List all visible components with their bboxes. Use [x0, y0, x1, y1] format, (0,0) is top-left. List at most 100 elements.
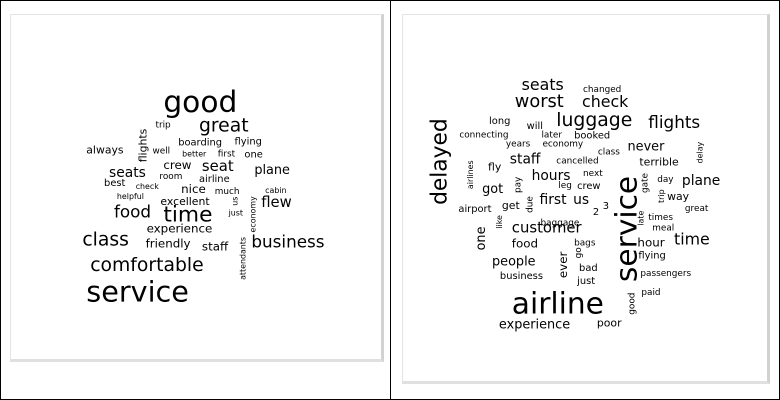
cloud-word: delayed: [428, 118, 453, 205]
cloud-word: baggage: [540, 219, 579, 229]
cloud-word: long: [489, 116, 510, 127]
cloud-word: trip: [155, 121, 171, 131]
cloud-word: terrible: [639, 155, 679, 168]
cloud-word: leg: [558, 181, 572, 191]
cloud-word: delay: [696, 141, 705, 163]
cloud-word: crew: [577, 181, 600, 192]
cloud-word: bags: [574, 238, 596, 248]
cloud-word: excellent: [160, 195, 209, 208]
cloud-word: will: [527, 121, 543, 132]
cloud-word: airline: [199, 174, 230, 185]
cloud-word: hours: [532, 168, 571, 184]
cloud-word: one: [474, 226, 489, 250]
cloud-word: like: [495, 215, 504, 229]
cloud-word: flew: [261, 194, 292, 211]
cloud-word: 2: [593, 207, 599, 218]
word-cloud-negative-svg: airline service delayed luggage worst ch…: [428, 75, 721, 333]
cloud-word: later: [541, 131, 562, 141]
cloud-word: poor: [597, 317, 622, 330]
cloud-word: plane: [682, 173, 720, 189]
cloud-word: airlines: [466, 160, 475, 189]
cloud-word: got: [482, 182, 503, 197]
cloud-word: pay: [514, 177, 524, 193]
cloud-word: economy: [542, 140, 583, 150]
cloud-word: cancelled: [556, 156, 598, 166]
word-cloud-positive-svg: good great service comfortable class bus…: [82, 84, 324, 309]
cloud-word: passengers: [640, 269, 691, 279]
cloud-word: nice: [181, 182, 206, 196]
cloud-word: just: [576, 276, 595, 287]
cloud-word: well: [153, 146, 171, 156]
cloud-word: staff: [510, 151, 541, 167]
cloud-word: go: [574, 247, 584, 258]
cloud-word: flights: [137, 128, 150, 162]
cloud-word: connecting: [459, 131, 508, 141]
cloud-word: time: [674, 229, 710, 248]
cloud-word: us: [573, 192, 589, 208]
cloud-word: plane: [254, 163, 290, 178]
cloud-word: economy: [248, 196, 257, 233]
cloud-word: staff: [202, 239, 229, 253]
cloud-word: comfortable: [90, 255, 203, 276]
cloud-word: flying: [235, 136, 262, 147]
cloud-word: helpful: [117, 192, 144, 201]
cloud-word: much: [215, 187, 240, 197]
cloud-word: 3: [603, 201, 609, 212]
cloud-word: due: [526, 196, 536, 213]
cloud-word: airline: [512, 286, 604, 321]
cloud-word: food: [512, 236, 538, 250]
cloud-word: customer: [512, 220, 583, 237]
cloud-word: seat: [202, 158, 234, 175]
cloud-word: get: [502, 199, 520, 212]
cloud-word: hour: [637, 235, 664, 249]
cloud-word: attendants: [238, 237, 247, 280]
cloud-word: experience: [499, 318, 570, 333]
cloud-word: just: [228, 209, 243, 218]
cloud-word: next: [583, 169, 603, 179]
cloud-word: meal: [652, 224, 674, 234]
cloud-word: paid: [641, 288, 660, 298]
cloud-word: ever: [556, 252, 570, 279]
cloud-word: gate: [640, 173, 650, 193]
cloud-word: seats: [522, 75, 564, 94]
cloud-word: business: [251, 231, 324, 251]
cloud-word: good: [627, 293, 637, 315]
cloud-word: bad: [579, 263, 598, 274]
cloud-word: class: [82, 229, 129, 250]
cloud-word: check: [136, 182, 160, 191]
cloud-word: service: [608, 176, 643, 282]
cloud-word: flights: [648, 112, 700, 132]
cloud-word: booked: [574, 131, 610, 142]
cloud-word: times: [648, 213, 673, 223]
cloud-word: first: [540, 192, 568, 208]
cloud-word: years: [506, 140, 531, 150]
cloud-word: way: [667, 190, 690, 203]
cloud-word: experience: [147, 221, 213, 235]
cloud-word: cabin: [265, 186, 286, 195]
cloud-word: good: [163, 84, 237, 119]
cloud-word: day: [657, 175, 673, 185]
cloud-word: us: [231, 197, 240, 206]
cloud-word: always: [86, 143, 124, 156]
cloud-word: great: [199, 116, 249, 137]
cloud-word: airport: [458, 204, 491, 215]
cloud-word: trip: [657, 189, 666, 203]
cloud-word: one: [244, 149, 262, 160]
cloud-word: check: [582, 92, 629, 111]
cloud-word: food: [114, 202, 151, 222]
cloud-word: business: [500, 271, 543, 282]
cloud-word: people: [492, 254, 536, 269]
cloud-word: boarding: [178, 137, 222, 148]
cloud-word: worst: [515, 91, 564, 112]
cloud-word: better: [182, 149, 207, 158]
cloud-word: first: [218, 149, 236, 159]
cloud-word: crew: [163, 158, 191, 172]
word-cloud-negative: airline service delayed luggage worst ch…: [402, 14, 770, 384]
cloud-word: class: [598, 147, 620, 157]
table-divider: [390, 0, 391, 400]
cloud-word: late: [636, 211, 645, 226]
cloud-word: room: [159, 172, 182, 182]
cloud-word: seats: [109, 165, 146, 181]
cloud-word: friendly: [146, 236, 191, 250]
cloud-word: best: [104, 178, 125, 189]
